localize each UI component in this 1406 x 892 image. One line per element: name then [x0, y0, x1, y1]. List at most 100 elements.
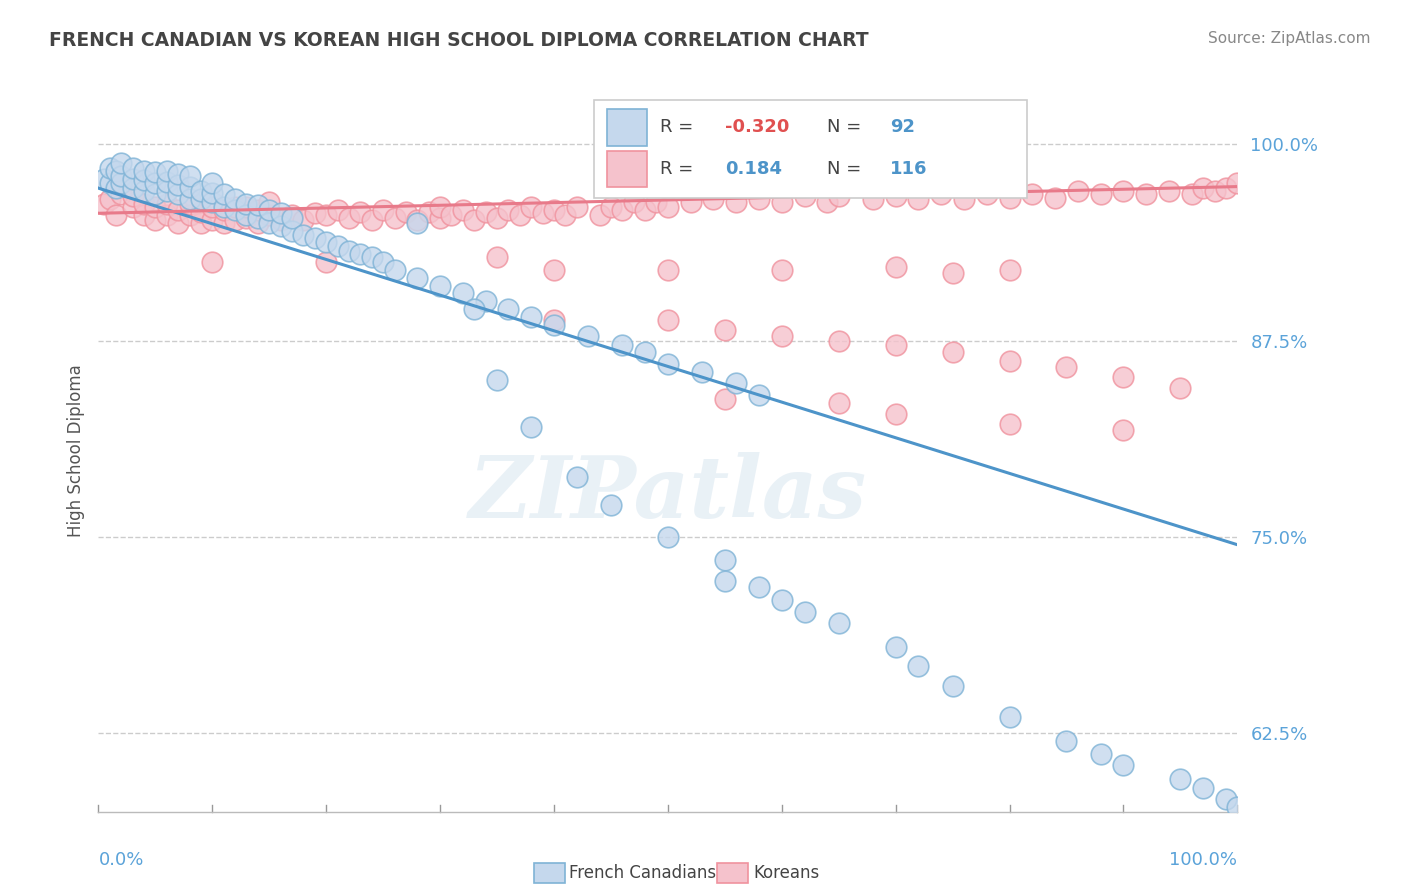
- Point: [714, 553, 737, 567]
- Point: [942, 679, 965, 693]
- Point: [337, 244, 360, 258]
- Point: [167, 167, 190, 181]
- Point: [1112, 184, 1135, 198]
- Text: 92: 92: [890, 119, 915, 136]
- Point: [145, 187, 167, 202]
- Point: [884, 338, 907, 352]
- Point: [190, 192, 212, 206]
- Point: [201, 255, 224, 269]
- Point: [429, 278, 451, 293]
- Text: Source: ZipAtlas.com: Source: ZipAtlas.com: [1208, 31, 1371, 46]
- Point: [201, 195, 224, 210]
- Point: [179, 192, 201, 206]
- Point: [679, 195, 702, 210]
- Point: [702, 192, 724, 206]
- Point: [634, 344, 657, 359]
- Point: [929, 187, 952, 202]
- Point: [418, 204, 440, 219]
- Point: [212, 187, 235, 202]
- Point: [246, 203, 269, 218]
- Point: [121, 189, 143, 203]
- Point: [145, 200, 167, 214]
- Point: [259, 195, 281, 210]
- Point: [224, 200, 246, 214]
- Point: [486, 373, 509, 387]
- Point: [156, 164, 179, 178]
- Point: [1067, 184, 1090, 198]
- Point: [657, 357, 679, 371]
- Point: [190, 184, 212, 198]
- Point: [600, 499, 623, 513]
- Text: N =: N =: [827, 119, 868, 136]
- Point: [406, 212, 429, 227]
- Point: [98, 192, 121, 206]
- Text: French Canadians: French Canadians: [569, 864, 717, 882]
- Point: [212, 216, 235, 230]
- Point: [384, 211, 406, 225]
- Point: [884, 407, 907, 421]
- Point: [543, 262, 565, 277]
- Point: [395, 204, 418, 219]
- Y-axis label: High School Diploma: High School Diploma: [66, 364, 84, 537]
- Point: [543, 313, 565, 327]
- Point: [337, 211, 360, 225]
- Point: [406, 216, 429, 230]
- Point: [828, 189, 851, 203]
- Point: [1226, 800, 1249, 814]
- Text: 116: 116: [890, 160, 928, 178]
- FancyBboxPatch shape: [607, 110, 647, 145]
- Point: [748, 580, 770, 594]
- Point: [224, 212, 246, 227]
- Point: [167, 178, 190, 192]
- Point: [884, 260, 907, 274]
- Point: [600, 200, 623, 214]
- Point: [156, 208, 179, 222]
- Point: [132, 164, 155, 178]
- Point: [270, 212, 292, 227]
- Point: [156, 197, 179, 211]
- Point: [281, 211, 304, 225]
- Point: [132, 197, 155, 211]
- Point: [588, 208, 610, 222]
- Point: [132, 184, 155, 198]
- Point: [793, 605, 815, 619]
- Point: [565, 470, 588, 484]
- Point: [463, 212, 485, 227]
- Point: [725, 195, 748, 210]
- Point: [657, 200, 679, 214]
- Point: [235, 211, 257, 225]
- Point: [104, 208, 127, 222]
- Point: [714, 392, 737, 406]
- Point: [132, 173, 155, 187]
- Point: [998, 710, 1021, 724]
- Point: [451, 203, 474, 218]
- Point: [235, 200, 257, 214]
- Point: [104, 164, 127, 178]
- Point: [828, 396, 851, 410]
- Point: [104, 181, 127, 195]
- Point: [634, 203, 657, 218]
- Point: [486, 211, 509, 225]
- Point: [657, 262, 679, 277]
- Point: [167, 216, 190, 230]
- Point: [201, 212, 224, 227]
- Point: [259, 208, 281, 222]
- Point: [1054, 734, 1078, 748]
- Text: N =: N =: [827, 160, 868, 178]
- Point: [349, 204, 371, 219]
- Point: [1170, 772, 1192, 786]
- Point: [281, 223, 304, 237]
- Point: [93, 171, 115, 186]
- Point: [201, 200, 224, 214]
- Point: [976, 187, 998, 202]
- Point: [998, 354, 1021, 368]
- Point: [770, 195, 793, 210]
- Point: [953, 192, 976, 206]
- Point: [998, 262, 1021, 277]
- Text: 0.0%: 0.0%: [98, 852, 143, 870]
- Point: [1204, 184, 1226, 198]
- Point: [246, 216, 269, 230]
- Point: [748, 388, 770, 402]
- Point: [498, 203, 520, 218]
- Text: R =: R =: [659, 119, 699, 136]
